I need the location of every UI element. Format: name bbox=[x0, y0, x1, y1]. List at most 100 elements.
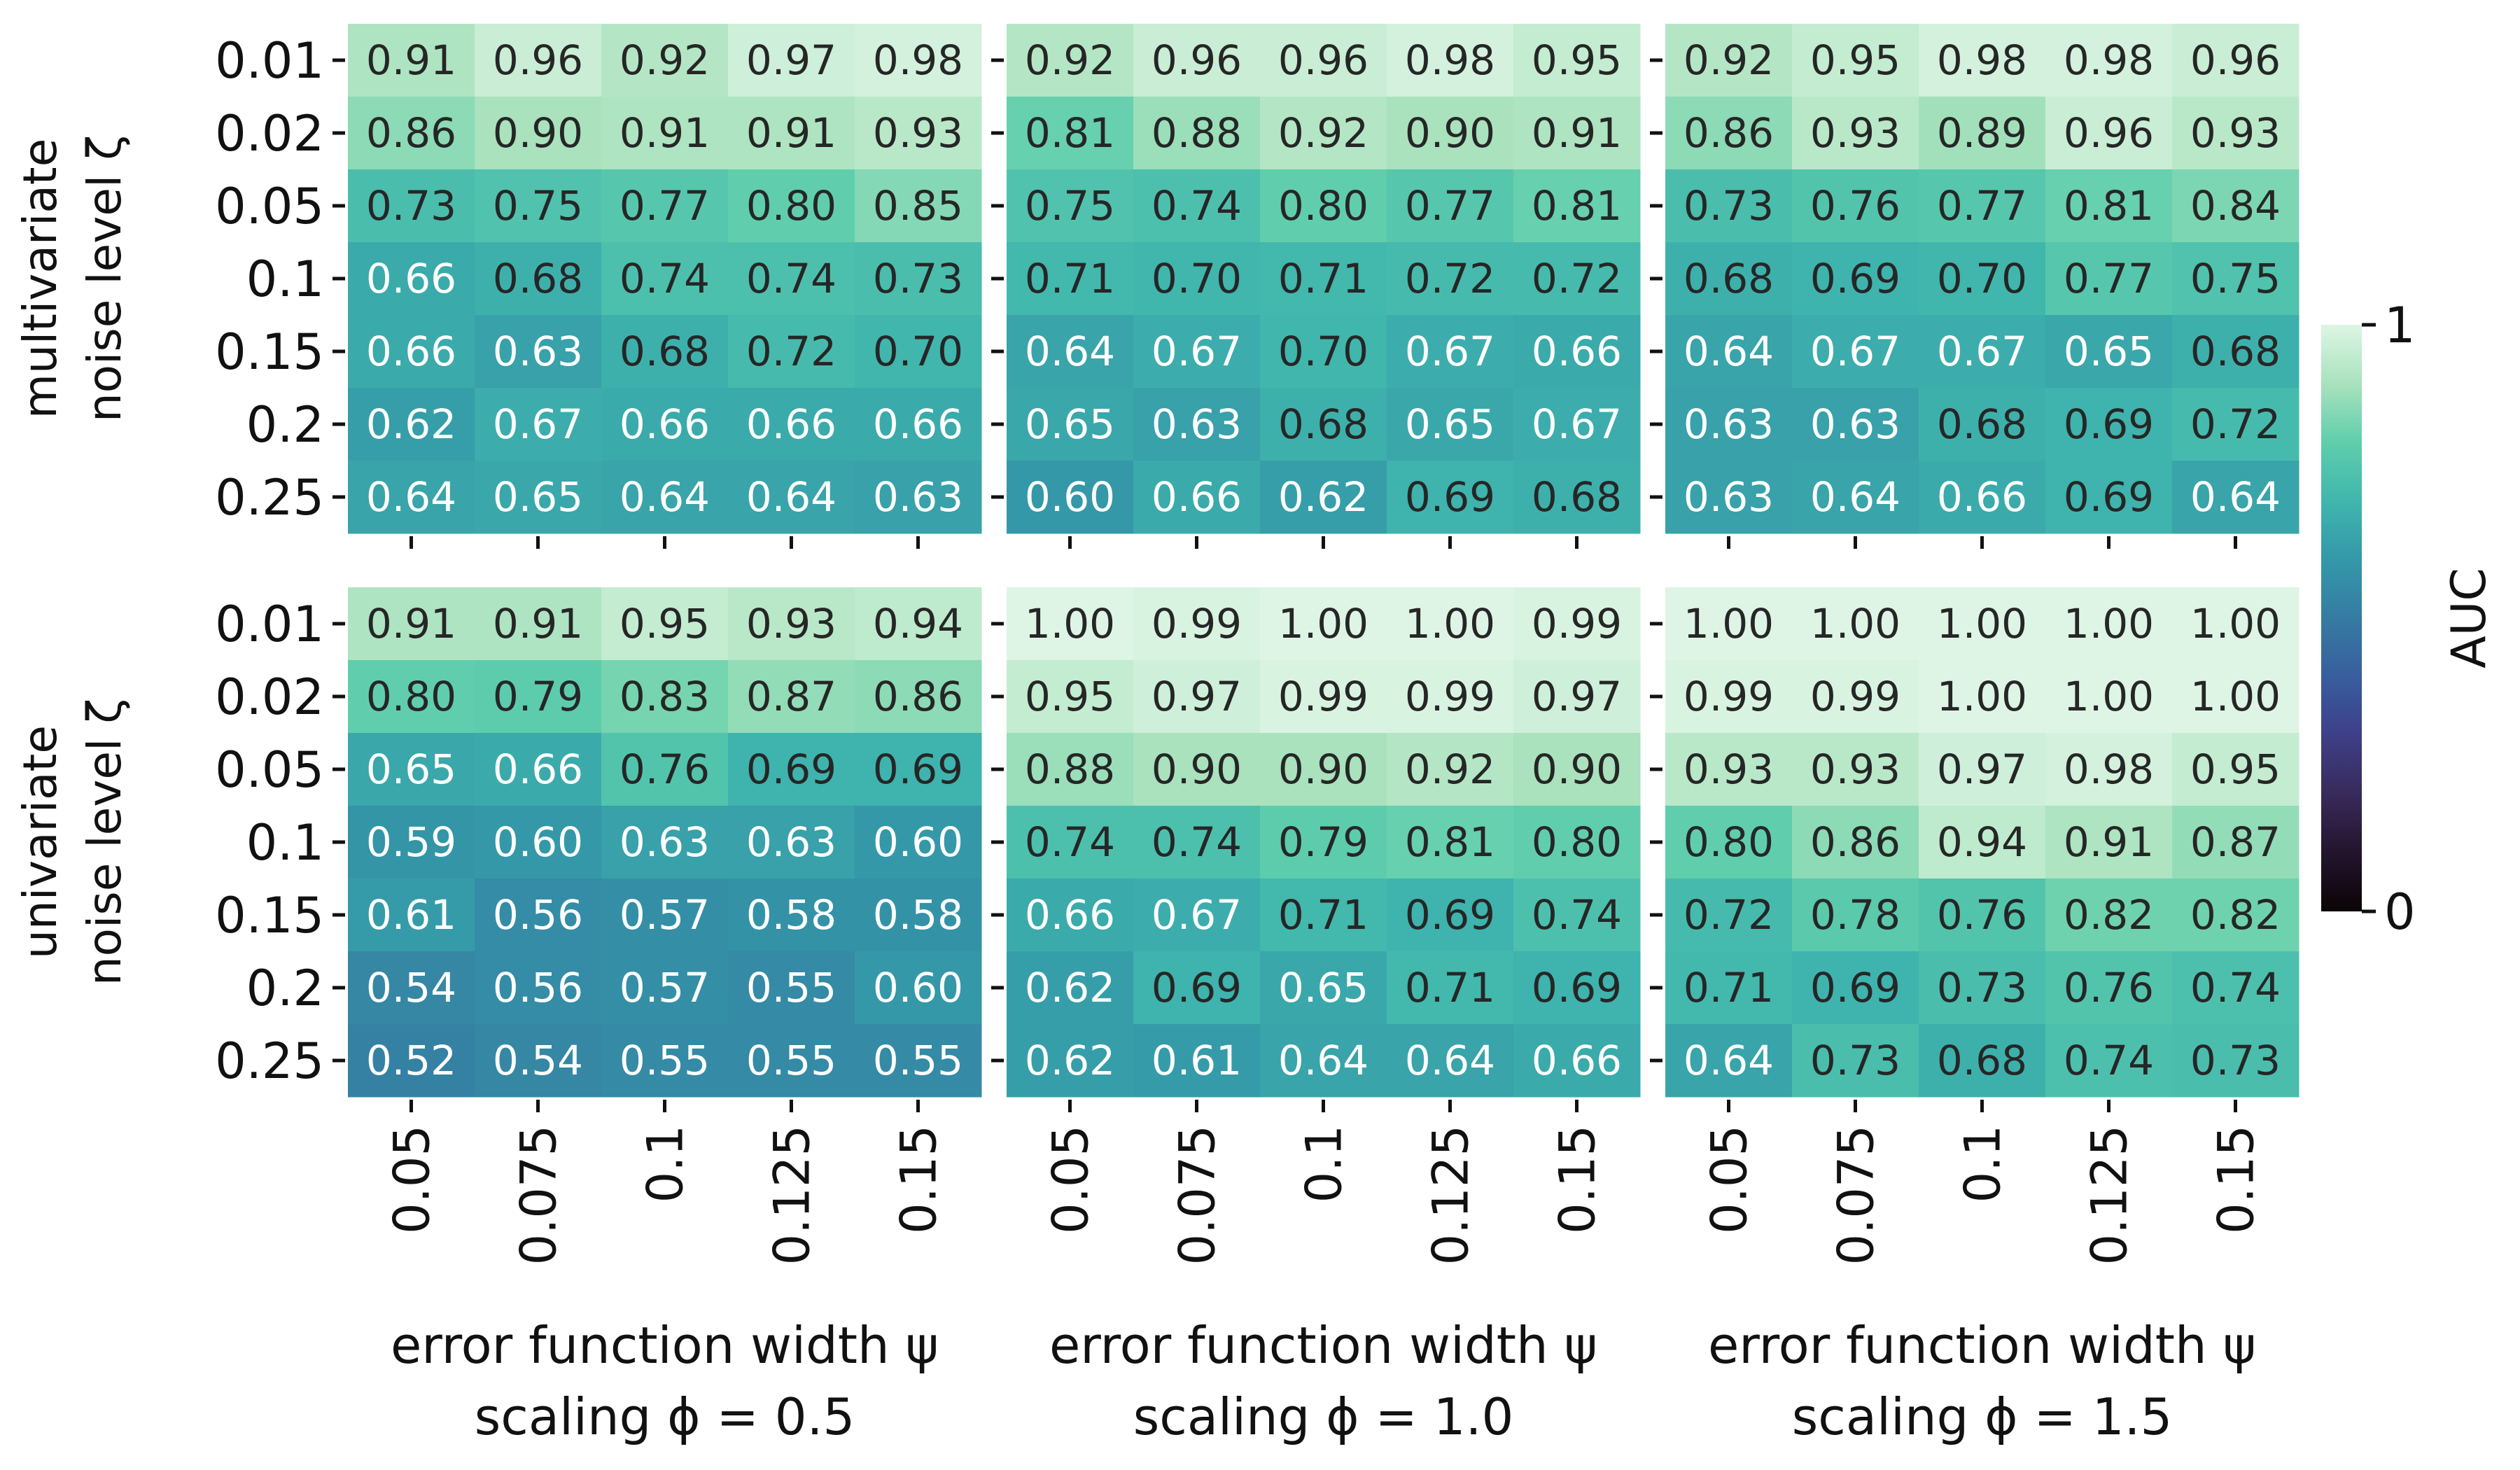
y-tick-label: 0.01 bbox=[215, 596, 324, 653]
cell-value-label: 0.63 bbox=[746, 818, 836, 866]
cell-value-label: 0.66 bbox=[1025, 891, 1115, 939]
cell-value-label: 0.98 bbox=[2064, 36, 2154, 84]
cell-value-label: 0.71 bbox=[1684, 964, 1774, 1011]
heatmap-cell bbox=[475, 1024, 602, 1098]
heatmap-cell bbox=[2045, 733, 2173, 806]
heatmap-cell bbox=[1792, 461, 1919, 534]
heatmap-cell bbox=[2045, 315, 2173, 388]
heatmap-cell bbox=[1387, 951, 1514, 1025]
heatmap-cell bbox=[475, 24, 602, 97]
cell-value-label: 0.85 bbox=[873, 182, 963, 230]
cell-value-label: 0.54 bbox=[366, 964, 456, 1011]
cell-value-label: 1.00 bbox=[2064, 673, 2154, 720]
heatmap-cell bbox=[1260, 169, 1387, 243]
cell-value-label: 0.70 bbox=[1937, 255, 2027, 302]
cell-value-label: 0.58 bbox=[873, 891, 963, 939]
heatmap-cell bbox=[348, 169, 475, 243]
cell-value-label: 0.52 bbox=[366, 1037, 456, 1084]
heatmap-cell bbox=[1007, 461, 1134, 534]
cell-value-label: 0.68 bbox=[1684, 255, 1774, 302]
cell-value-label: 0.96 bbox=[2190, 36, 2281, 84]
heatmap-cell bbox=[1792, 169, 1919, 243]
cell-value-label: 1.00 bbox=[1937, 600, 2027, 648]
heatmap-cell bbox=[728, 388, 855, 461]
heatmap-cell bbox=[1792, 242, 1919, 316]
heatmap-cell bbox=[475, 660, 602, 734]
heatmap-cell bbox=[1260, 388, 1387, 461]
heatmap-cell bbox=[1919, 97, 2046, 170]
cell-value-label: 0.88 bbox=[1025, 746, 1115, 793]
heatmap-cell bbox=[1007, 24, 1134, 97]
heatmap-cell bbox=[1007, 169, 1134, 243]
y-tick-label: 0.1 bbox=[246, 251, 324, 308]
heatmap-cell bbox=[475, 951, 602, 1025]
cell-value-label: 0.96 bbox=[493, 36, 583, 84]
heatmap-cell bbox=[1665, 24, 1793, 97]
cell-value-label: 0.65 bbox=[2064, 328, 2154, 375]
cell-value-label: 0.67 bbox=[1810, 328, 1900, 375]
heatmap-panel-multivariate-scaling-0.5: 0.91 0.96 0.92 0.97 0.98 0.86 0.90 0.91 0.91 0.93… bbox=[215, 24, 982, 549]
cell-value-label: 0.93 bbox=[746, 600, 836, 648]
heatmap-cell bbox=[348, 388, 475, 461]
heatmap-cell bbox=[1007, 587, 1134, 661]
heatmap-cell bbox=[1792, 388, 1919, 461]
cell-value-label: 0.72 bbox=[2190, 400, 2281, 448]
cell-value-label: 0.95 bbox=[620, 600, 710, 648]
cell-value-label: 0.89 bbox=[1937, 109, 2027, 157]
heatmap-cell bbox=[601, 315, 729, 388]
heatmap-cell bbox=[348, 951, 475, 1025]
cell-value-label: 0.57 bbox=[620, 964, 710, 1011]
cell-value-label: 0.56 bbox=[493, 964, 583, 1011]
cell-value-label: 0.93 bbox=[1684, 746, 1774, 793]
cell-value-label: 0.62 bbox=[1278, 473, 1368, 521]
cell-value-label: 0.63 bbox=[873, 473, 963, 521]
heatmap-cell bbox=[2172, 587, 2300, 661]
heatmap-cell bbox=[728, 660, 855, 734]
heatmap-cell bbox=[1665, 806, 1793, 879]
cell-value-label: 0.64 bbox=[2190, 473, 2281, 521]
heatmap-cell bbox=[2045, 878, 2173, 952]
heatmap-cell bbox=[2172, 878, 2300, 952]
cell-value-label: 0.99 bbox=[1152, 600, 1242, 648]
heatmap-cell bbox=[2172, 388, 2300, 461]
cell-value-label: 0.86 bbox=[1684, 109, 1774, 157]
heatmap-cell bbox=[2172, 315, 2300, 388]
heatmap-cell bbox=[1387, 242, 1514, 316]
cell-value-label: 0.67 bbox=[1152, 891, 1242, 939]
heatmap-cell bbox=[2172, 733, 2300, 806]
heatmap-cell bbox=[1007, 660, 1134, 734]
cell-value-label: 0.58 bbox=[746, 891, 836, 939]
cell-value-label: 0.69 bbox=[1405, 891, 1495, 939]
heatmap-cell bbox=[1919, 388, 2046, 461]
cell-value-label: 0.69 bbox=[1810, 255, 1900, 302]
heatmap-cell bbox=[1260, 97, 1387, 170]
cell-value-label: 0.98 bbox=[873, 36, 963, 84]
colorbar-tick-label: 1 bbox=[2384, 297, 2416, 354]
cell-value-label: 0.71 bbox=[1025, 255, 1115, 302]
cell-value-label: 0.93 bbox=[1810, 109, 1900, 157]
cell-value-label: 0.64 bbox=[1278, 1037, 1368, 1084]
cell-value-label: 0.74 bbox=[1152, 182, 1242, 230]
cell-value-label: 0.75 bbox=[1025, 182, 1115, 230]
cell-value-label: 0.71 bbox=[1405, 964, 1495, 1011]
cell-value-label: 0.70 bbox=[873, 328, 963, 375]
cell-value-label: 0.63 bbox=[1810, 400, 1900, 448]
column-axis-label-1-line-0: error function width ψ bbox=[1049, 1316, 1597, 1375]
cell-value-label: 0.96 bbox=[2064, 109, 2154, 157]
heatmap-cell bbox=[1792, 660, 1919, 734]
x-tick-label: 0.1 bbox=[1296, 1125, 1353, 1203]
cell-value-label: 0.72 bbox=[1532, 255, 1622, 302]
cell-value-label: 0.74 bbox=[746, 255, 836, 302]
heatmap-cell bbox=[475, 878, 602, 952]
heatmap-cell bbox=[2045, 806, 2173, 879]
cell-value-label: 0.67 bbox=[1532, 400, 1622, 448]
cell-value-label: 0.63 bbox=[1152, 400, 1242, 448]
cell-value-label: 0.88 bbox=[1152, 109, 1242, 157]
cell-value-label: 1.00 bbox=[1810, 600, 1900, 648]
cell-value-label: 0.82 bbox=[2190, 891, 2281, 939]
heatmap-cell bbox=[1513, 388, 1641, 461]
heatmap-cell bbox=[2172, 242, 2300, 316]
x-tick-label: 0.075 bbox=[1828, 1125, 1885, 1265]
heatmap-cell bbox=[475, 733, 602, 806]
